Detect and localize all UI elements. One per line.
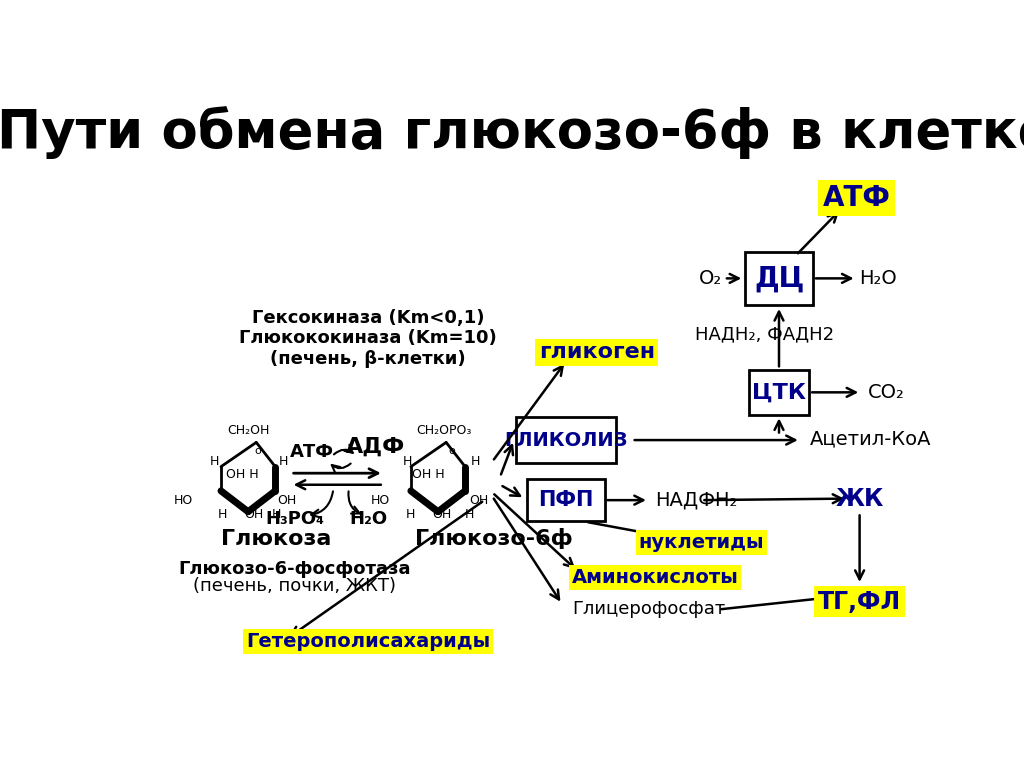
Text: H: H [272,508,282,521]
Text: H: H [402,455,412,468]
Text: ЖК: ЖК [836,486,884,511]
Text: НАДФН₂: НАДФН₂ [655,491,737,509]
FancyBboxPatch shape [515,417,616,463]
Text: Пути обмена глюкозо-6ф в клетке: Пути обмена глюкозо-6ф в клетке [0,106,1024,159]
Text: HO: HO [371,494,389,507]
Text: Н₃РО₄: Н₃РО₄ [265,510,325,528]
FancyBboxPatch shape [744,252,813,304]
Text: OH H: OH H [226,468,259,481]
Text: СО₂: СО₂ [867,383,904,402]
Text: H: H [464,508,474,521]
Text: Глицерофосфат: Глицерофосфат [572,601,725,618]
Text: H: H [218,508,227,521]
Text: Глюкозо-6ф: Глюкозо-6ф [415,528,572,549]
Text: Глюкозо-6-фосфотаза: Глюкозо-6-фосфотаза [178,561,411,578]
Text: АТФ: АТФ [290,443,334,462]
Text: Гексокиназа (Km<0,1)
Глюкококиназа (Km=10)
(печень, β-клетки): Гексокиназа (Km<0,1) Глюкококиназа (Km=1… [240,308,497,368]
Text: CH₂OPO₃: CH₂OPO₃ [417,424,472,437]
Text: нуклетиды: нуклетиды [639,533,764,552]
Text: CH₂OH: CH₂OH [227,424,269,437]
Text: ТГ,ФЛ: ТГ,ФЛ [818,590,901,614]
Text: H: H [279,455,288,468]
Text: Аминокислоты: Аминокислоты [571,568,738,587]
Text: o: o [255,446,261,456]
Text: OH H: OH H [413,468,445,481]
Text: ЦТК: ЦТК [752,382,806,403]
Text: Гетерополисахариды: Гетерополисахариды [246,632,490,651]
Text: HO: HO [174,494,194,507]
Text: H: H [407,508,416,521]
Text: OH: OH [432,508,452,521]
Text: OH: OH [244,508,263,521]
Text: Глюкоза: Глюкоза [221,528,332,548]
Text: АДФ: АДФ [346,436,406,456]
FancyBboxPatch shape [749,370,809,415]
Text: o: o [449,446,456,456]
Text: ГЛИКОЛИЗ: ГЛИКОЛИЗ [504,430,628,449]
Text: OH: OH [278,494,297,507]
Text: ДЦ: ДЦ [754,265,804,292]
Text: Н₂О: Н₂О [349,510,387,528]
Text: (печень, почки, ЖКТ): (печень, почки, ЖКТ) [194,578,396,595]
Text: НАДН₂, ФАДН2: НАДН₂, ФАДН2 [695,325,835,344]
Text: H: H [210,455,219,468]
Text: Ацетил-КоА: Ацетил-КоА [810,429,932,448]
Text: О₂: О₂ [699,269,722,288]
Text: OH: OH [469,494,488,507]
Text: Н₂О: Н₂О [859,269,897,288]
Text: H: H [470,455,480,468]
Text: АТФ: АТФ [822,184,891,212]
Text: гликоген: гликоген [539,342,655,362]
Text: ПФП: ПФП [539,490,594,510]
FancyBboxPatch shape [527,479,604,522]
